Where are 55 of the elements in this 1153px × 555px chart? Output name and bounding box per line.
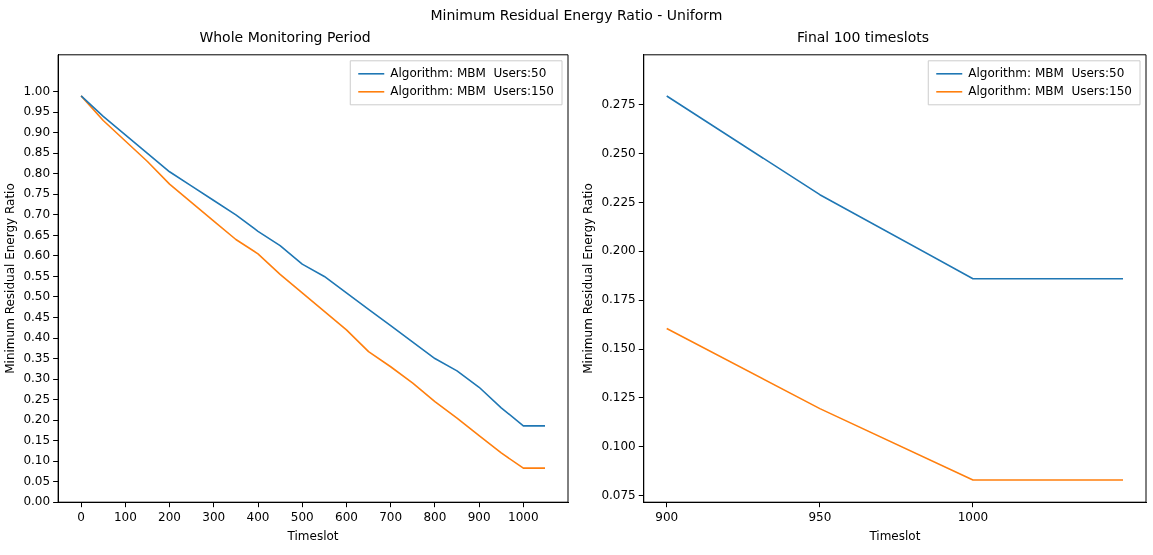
chart-title: Final 100 timeslots	[796, 29, 930, 46]
y-tick-label: 0.125	[601, 390, 636, 404]
y-tick-label: 0.30	[23, 371, 51, 386]
y-tick-label: 0.80	[23, 165, 51, 180]
y-tick-label: 0.95	[23, 104, 51, 119]
y-tick-label: 0.075	[601, 487, 636, 502]
x-tick-label: 500	[290, 509, 314, 524]
y-tick-label: 0.75	[23, 186, 51, 201]
text: Minimum Residual Energy Ratio - Uniform	[429, 6, 724, 25]
y-tick-label: 0.200	[601, 243, 636, 258]
x-tick-label: 0	[77, 509, 85, 524]
y-tick-label: 0.20	[23, 412, 51, 427]
y-tick-label: 0.85	[23, 145, 51, 160]
x-tick-label: 1000	[508, 509, 539, 524]
y-tick-label: 0.25	[23, 391, 51, 406]
y-tick-label: 0.05	[23, 473, 51, 488]
legend-label: Algorithm: MBM Users:50	[968, 65, 1125, 80]
y-tick-label: 0.70	[23, 207, 51, 221]
y-tick-label: 0.250	[601, 145, 636, 160]
x-tick-label: 900	[655, 509, 679, 524]
y-tick-label: 0.175	[601, 292, 636, 307]
y-tick-label: 0.225	[601, 194, 636, 209]
x-tick-label: 950	[808, 509, 832, 524]
chart-title: Whole Monitoring Period	[199, 29, 371, 46]
y-tick-label: 0.45	[23, 309, 51, 324]
y-tick-label: 1.00	[23, 83, 51, 98]
y-tick-label: 0.10	[23, 453, 51, 468]
x-tick-label: 900	[467, 509, 491, 524]
x-tick-label: 600	[334, 509, 358, 524]
x-tick-label: 700	[379, 509, 403, 524]
x-axis-title: Timeslot	[286, 528, 339, 543]
x-tick-label: 300	[202, 509, 226, 524]
y-tick-label: 0.15	[23, 432, 51, 447]
legend-label: Algorithm: MBM Users:50	[390, 65, 547, 80]
y-axis-title: Minimum Residual Energy Ratio	[581, 183, 596, 374]
y-tick-label: 0.55	[23, 268, 51, 283]
y-tick-label: 0.50	[23, 289, 51, 304]
y-tick-label: 0.60	[23, 248, 51, 263]
y-tick-label: 0.35	[23, 350, 51, 365]
y-tick-label: 0.00	[23, 494, 51, 509]
x-axis-title: Timeslot	[868, 528, 921, 543]
x-tick-label: 800	[423, 509, 447, 524]
y-tick-label: 0.100	[601, 438, 636, 453]
y-tick-label: 0.65	[23, 227, 51, 242]
y-tick-label: 0.275	[601, 96, 636, 111]
y-tick-label: 0.90	[23, 124, 51, 139]
x-tick-label: 400	[246, 509, 270, 524]
y-tick-label: 0.40	[23, 330, 51, 345]
legend-label: Algorithm: MBM Users:150	[968, 83, 1132, 98]
x-tick-label: 100	[113, 509, 137, 524]
legend-label: Algorithm: MBM Users:150	[390, 83, 554, 98]
y-tick-label: 0.150	[601, 341, 636, 356]
x-tick-label: 200	[158, 509, 182, 524]
x-tick-label: 1000	[957, 509, 989, 524]
y-axis-title: Minimum Residual Energy Ratio	[3, 183, 18, 374]
